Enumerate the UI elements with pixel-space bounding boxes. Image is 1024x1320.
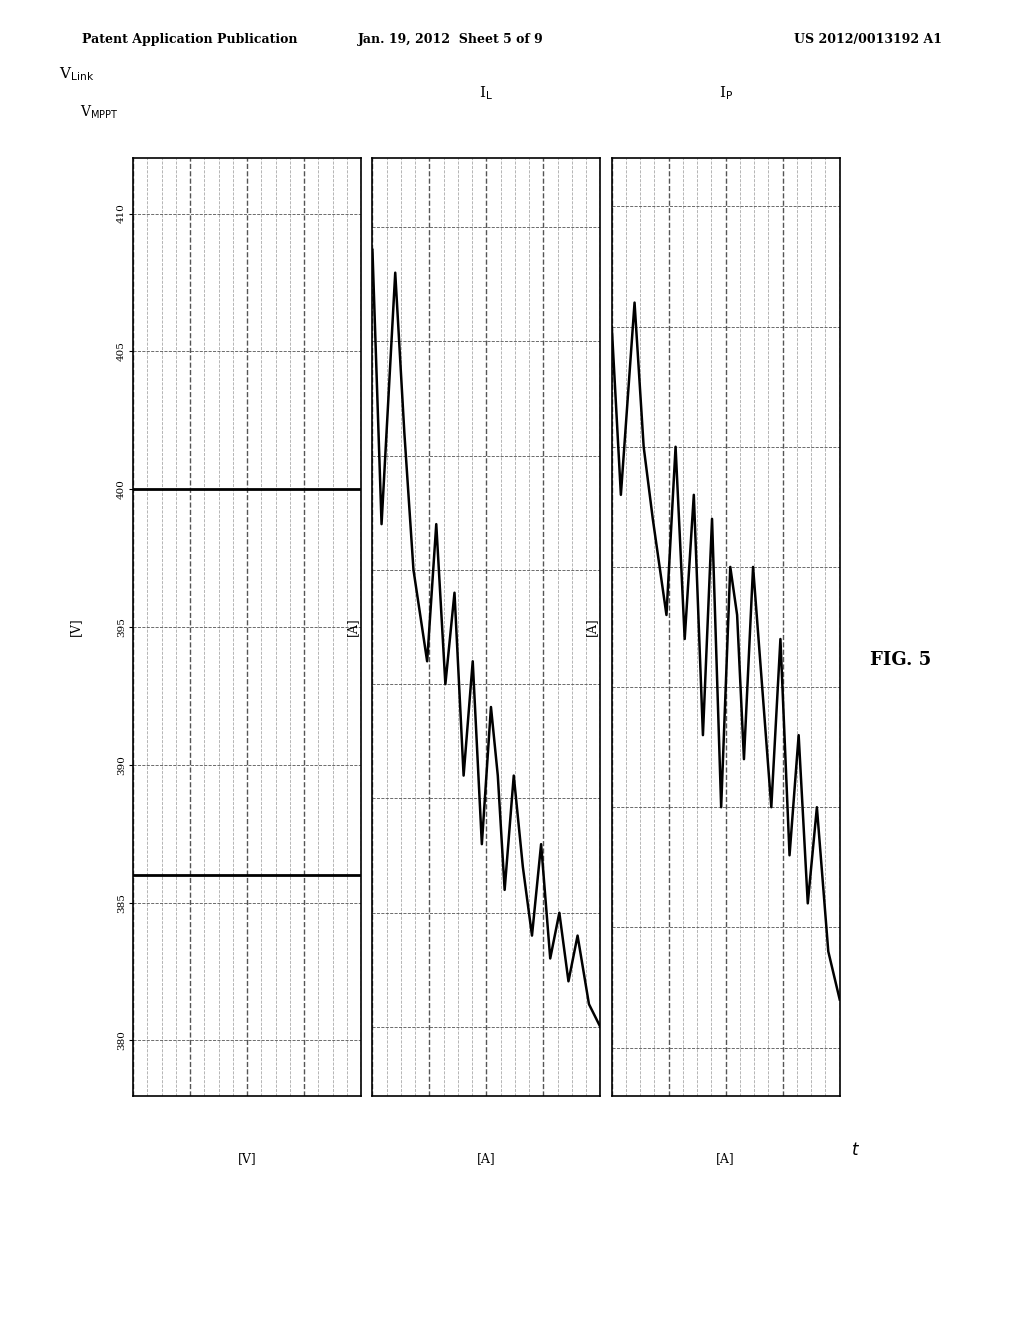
Text: $t$: $t$ [851,1142,860,1159]
Text: US 2012/0013192 A1: US 2012/0013192 A1 [794,33,942,46]
Text: I$_{\mathrm{P}}$: I$_{\mathrm{P}}$ [719,84,733,102]
Text: Jan. 19, 2012  Sheet 5 of 9: Jan. 19, 2012 Sheet 5 of 9 [357,33,544,46]
Text: [V]: [V] [238,1152,256,1164]
Text: [A]: [A] [477,1152,496,1164]
Text: Patent Application Publication: Patent Application Publication [82,33,297,46]
Text: V$_{\mathrm{MPPT}}$: V$_{\mathrm{MPPT}}$ [80,103,118,121]
Y-axis label: [V]: [V] [69,618,82,636]
Text: [A]: [A] [717,1152,735,1164]
Text: FIG. 5: FIG. 5 [870,651,932,669]
Y-axis label: [A]: [A] [345,618,358,636]
Text: I$_{\mathrm{L}}$: I$_{\mathrm{L}}$ [479,84,494,102]
Y-axis label: [A]: [A] [585,618,598,636]
Text: V$_{\mathrm{Link}}$: V$_{\mathrm{Link}}$ [58,66,94,83]
